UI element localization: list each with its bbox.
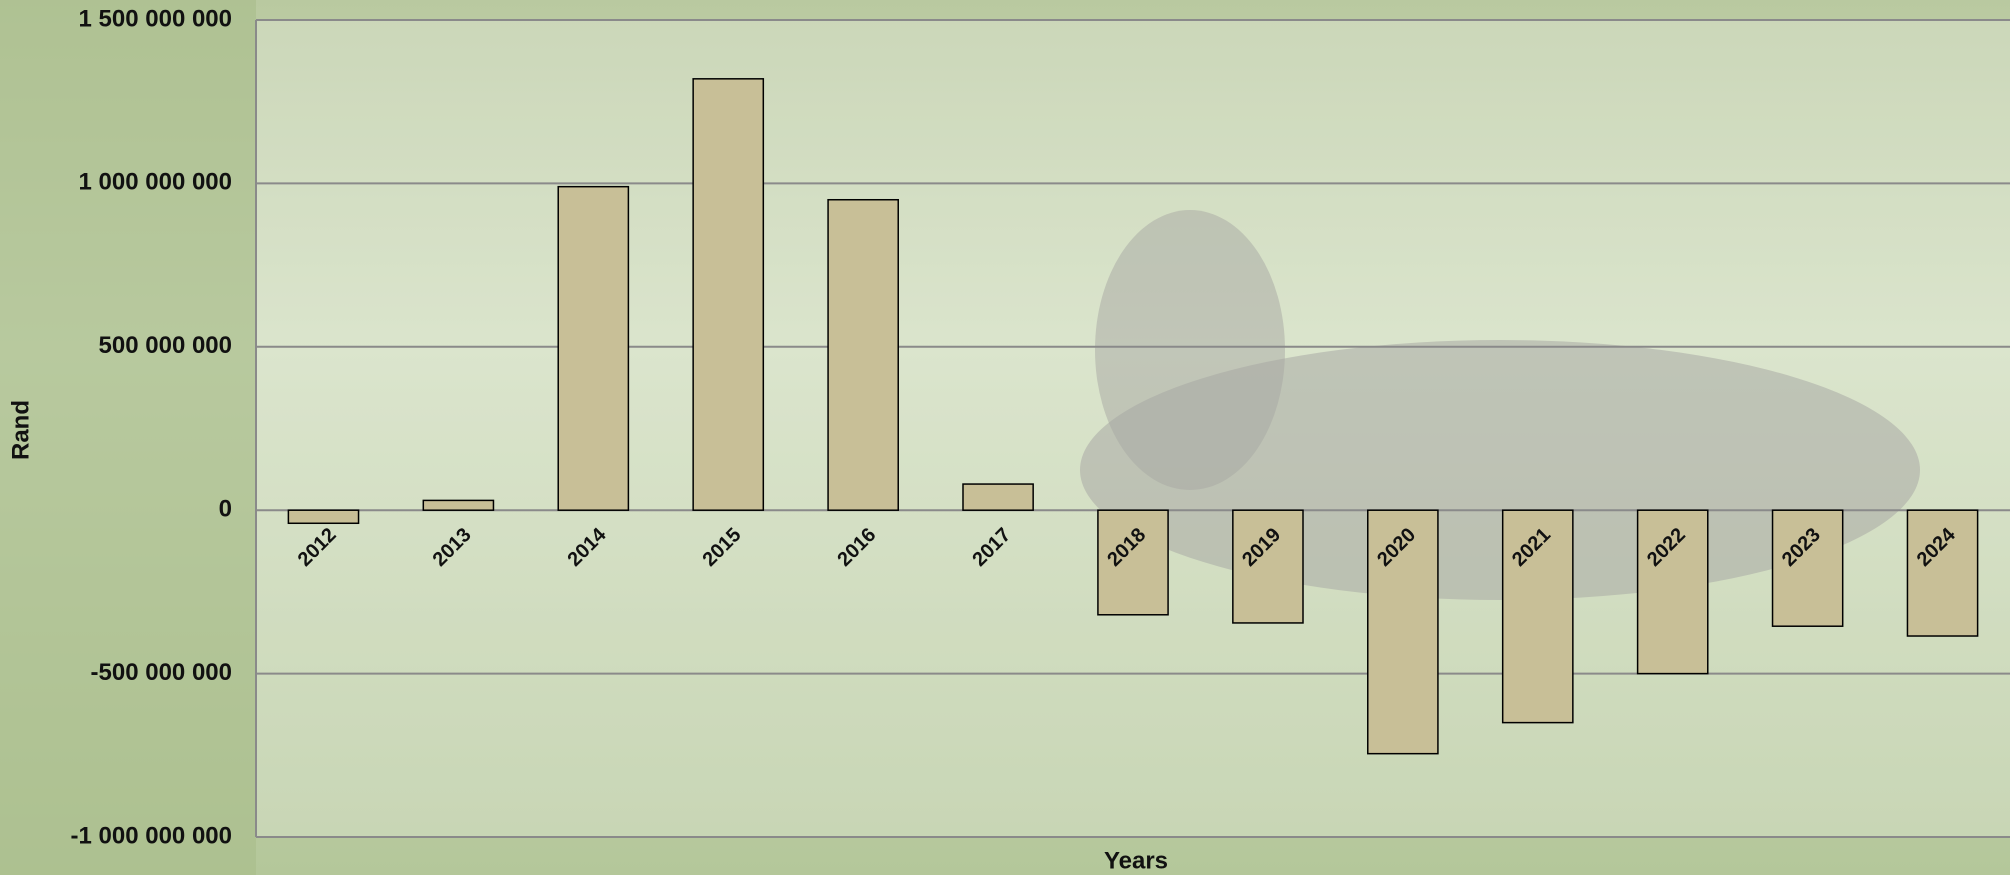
bar <box>1771 509 1844 627</box>
y-tick-label: -500 000 000 <box>91 659 232 686</box>
y-tick-label: 500 000 000 <box>99 332 232 359</box>
y-tick-label: 1 000 000 000 <box>79 169 232 196</box>
bar <box>1501 509 1574 724</box>
bar <box>1367 509 1439 755</box>
y-axis-label: Rand <box>7 400 34 460</box>
background-left <box>0 0 256 875</box>
y-tick-label: 1 500 000 000 <box>79 5 232 32</box>
bar <box>1097 509 1169 616</box>
plot-area <box>256 20 2010 837</box>
background-animal-head <box>1095 210 1285 490</box>
bar <box>557 185 630 511</box>
bar <box>827 198 899 511</box>
bar <box>1906 509 1979 637</box>
x-axis-label: Years <box>1104 847 1168 874</box>
bar <box>692 78 765 511</box>
bar <box>1232 509 1304 624</box>
bar <box>1636 509 1709 675</box>
bar <box>422 499 495 511</box>
bar <box>962 483 1034 511</box>
y-tick-label: -1 000 000 000 <box>71 822 232 849</box>
y-tick-label: 0 <box>219 496 232 523</box>
bar <box>287 509 360 525</box>
